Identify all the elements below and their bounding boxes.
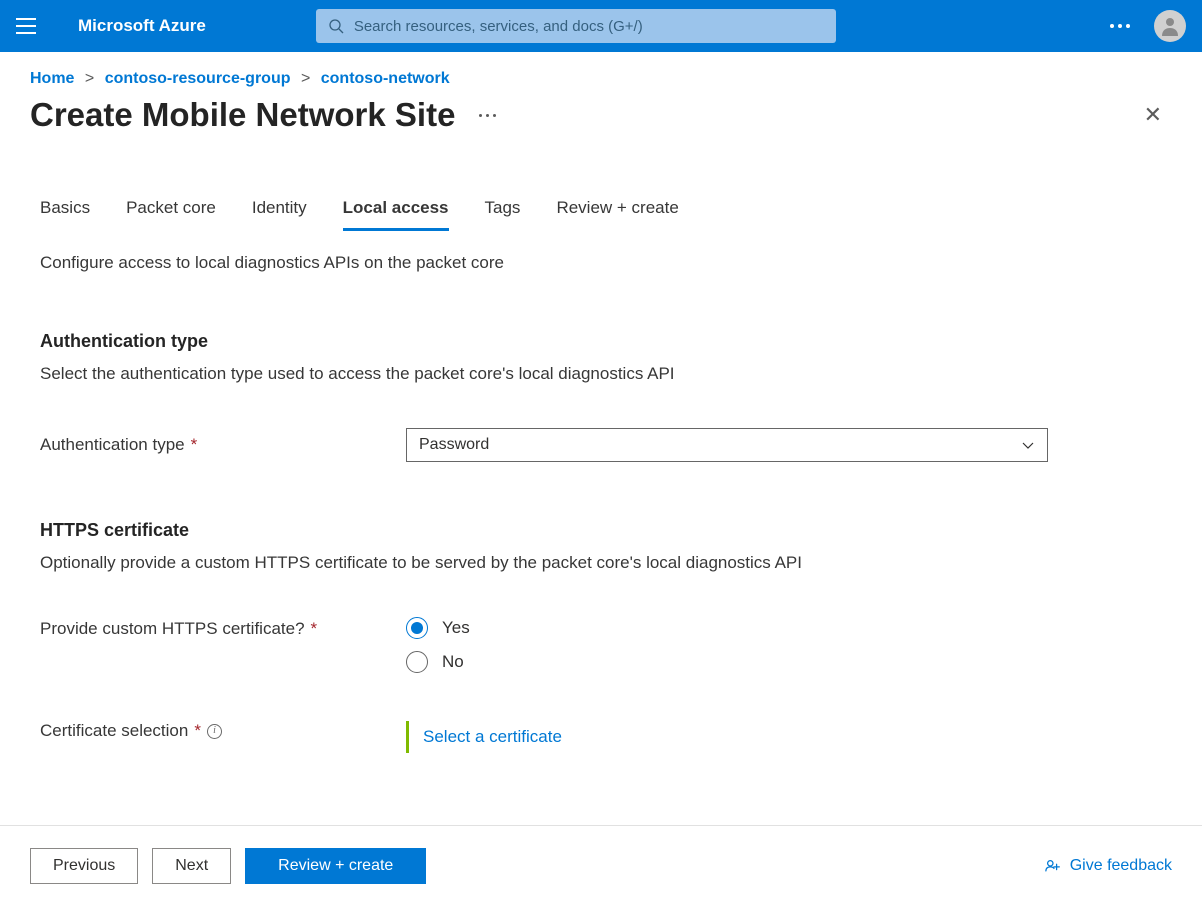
radio-yes[interactable]: Yes <box>406 617 470 639</box>
cert-selection-row: Certificate selection * i Select a certi… <box>40 721 1162 753</box>
auth-type-row: Authentication type * Password <box>40 428 1162 462</box>
review-create-button[interactable]: Review + create <box>245 848 426 884</box>
auth-heading: Authentication type <box>40 331 1162 352</box>
title-more-icon[interactable] <box>479 114 496 117</box>
chevron-down-icon <box>1021 438 1035 452</box>
select-certificate-link[interactable]: Select a certificate <box>423 727 562 746</box>
tab-tags[interactable]: Tags <box>485 198 521 231</box>
tab-local-access[interactable]: Local access <box>343 198 449 231</box>
feedback-icon <box>1044 857 1062 875</box>
auth-type-value: Password <box>419 436 489 454</box>
close-icon[interactable]: ✕ <box>1134 96 1172 134</box>
tab-identity[interactable]: Identity <box>252 198 307 231</box>
info-icon[interactable]: i <box>207 724 222 739</box>
https-cert-label-text: Provide custom HTTPS certificate? <box>40 619 305 639</box>
required-marker: * <box>311 619 318 639</box>
radio-no-label: No <box>442 652 464 672</box>
radio-no[interactable]: No <box>406 651 470 673</box>
cert-selection-label: Certificate selection * i <box>40 721 406 741</box>
https-cert-label: Provide custom HTTPS certificate? * <box>40 617 406 639</box>
https-heading: HTTPS certificate <box>40 520 1162 541</box>
tab-description: Configure access to local diagnostics AP… <box>40 253 1162 273</box>
cert-selection-label-text: Certificate selection <box>40 721 188 741</box>
give-feedback-label: Give feedback <box>1070 857 1172 875</box>
breadcrumb-separator: > <box>85 70 94 87</box>
auth-subtext: Select the authentication type used to a… <box>40 364 1162 384</box>
auth-type-label: Authentication type * <box>40 435 406 455</box>
previous-button[interactable]: Previous <box>30 848 138 884</box>
required-marker: * <box>191 435 198 455</box>
next-button[interactable]: Next <box>152 848 231 884</box>
search-icon <box>328 18 344 34</box>
tab-review-create[interactable]: Review + create <box>556 198 678 231</box>
hamburger-menu-icon[interactable] <box>16 14 40 38</box>
more-menu-icon[interactable] <box>1110 24 1130 28</box>
tabs: Basics Packet core Identity Local access… <box>0 134 1202 231</box>
give-feedback-link[interactable]: Give feedback <box>1044 857 1172 875</box>
top-bar: Microsoft Azure <box>0 0 1202 52</box>
title-row: Create Mobile Network Site ✕ <box>0 88 1202 134</box>
radio-no-indicator <box>406 651 428 673</box>
page-title: Create Mobile Network Site <box>30 96 455 134</box>
breadcrumb-resource-group[interactable]: contoso-resource-group <box>105 70 291 87</box>
auth-type-select[interactable]: Password <box>406 428 1048 462</box>
breadcrumb: Home > contoso-resource-group > contoso-… <box>0 52 1202 88</box>
tab-packet-core[interactable]: Packet core <box>126 198 216 231</box>
required-marker: * <box>194 721 201 741</box>
radio-yes-indicator <box>406 617 428 639</box>
breadcrumb-separator: > <box>301 70 310 87</box>
avatar[interactable] <box>1154 10 1186 42</box>
https-cert-radio-group: Yes No <box>406 617 470 673</box>
search-input[interactable] <box>354 18 824 35</box>
breadcrumb-network[interactable]: contoso-network <box>321 70 450 87</box>
search-box[interactable] <box>316 9 836 43</box>
radio-yes-label: Yes <box>442 618 470 638</box>
person-icon <box>1158 14 1182 38</box>
breadcrumb-home[interactable]: Home <box>30 70 74 87</box>
content-panel: Configure access to local diagnostics AP… <box>0 231 1202 753</box>
https-cert-row: Provide custom HTTPS certificate? * Yes … <box>40 617 1162 673</box>
auth-type-label-text: Authentication type <box>40 435 185 455</box>
footer: Previous Next Review + create Give feedb… <box>0 825 1202 906</box>
brand-label[interactable]: Microsoft Azure <box>78 16 206 36</box>
tab-basics[interactable]: Basics <box>40 198 90 231</box>
https-subtext: Optionally provide a custom HTTPS certif… <box>40 553 1162 573</box>
cert-link-wrap: Select a certificate <box>406 721 562 753</box>
